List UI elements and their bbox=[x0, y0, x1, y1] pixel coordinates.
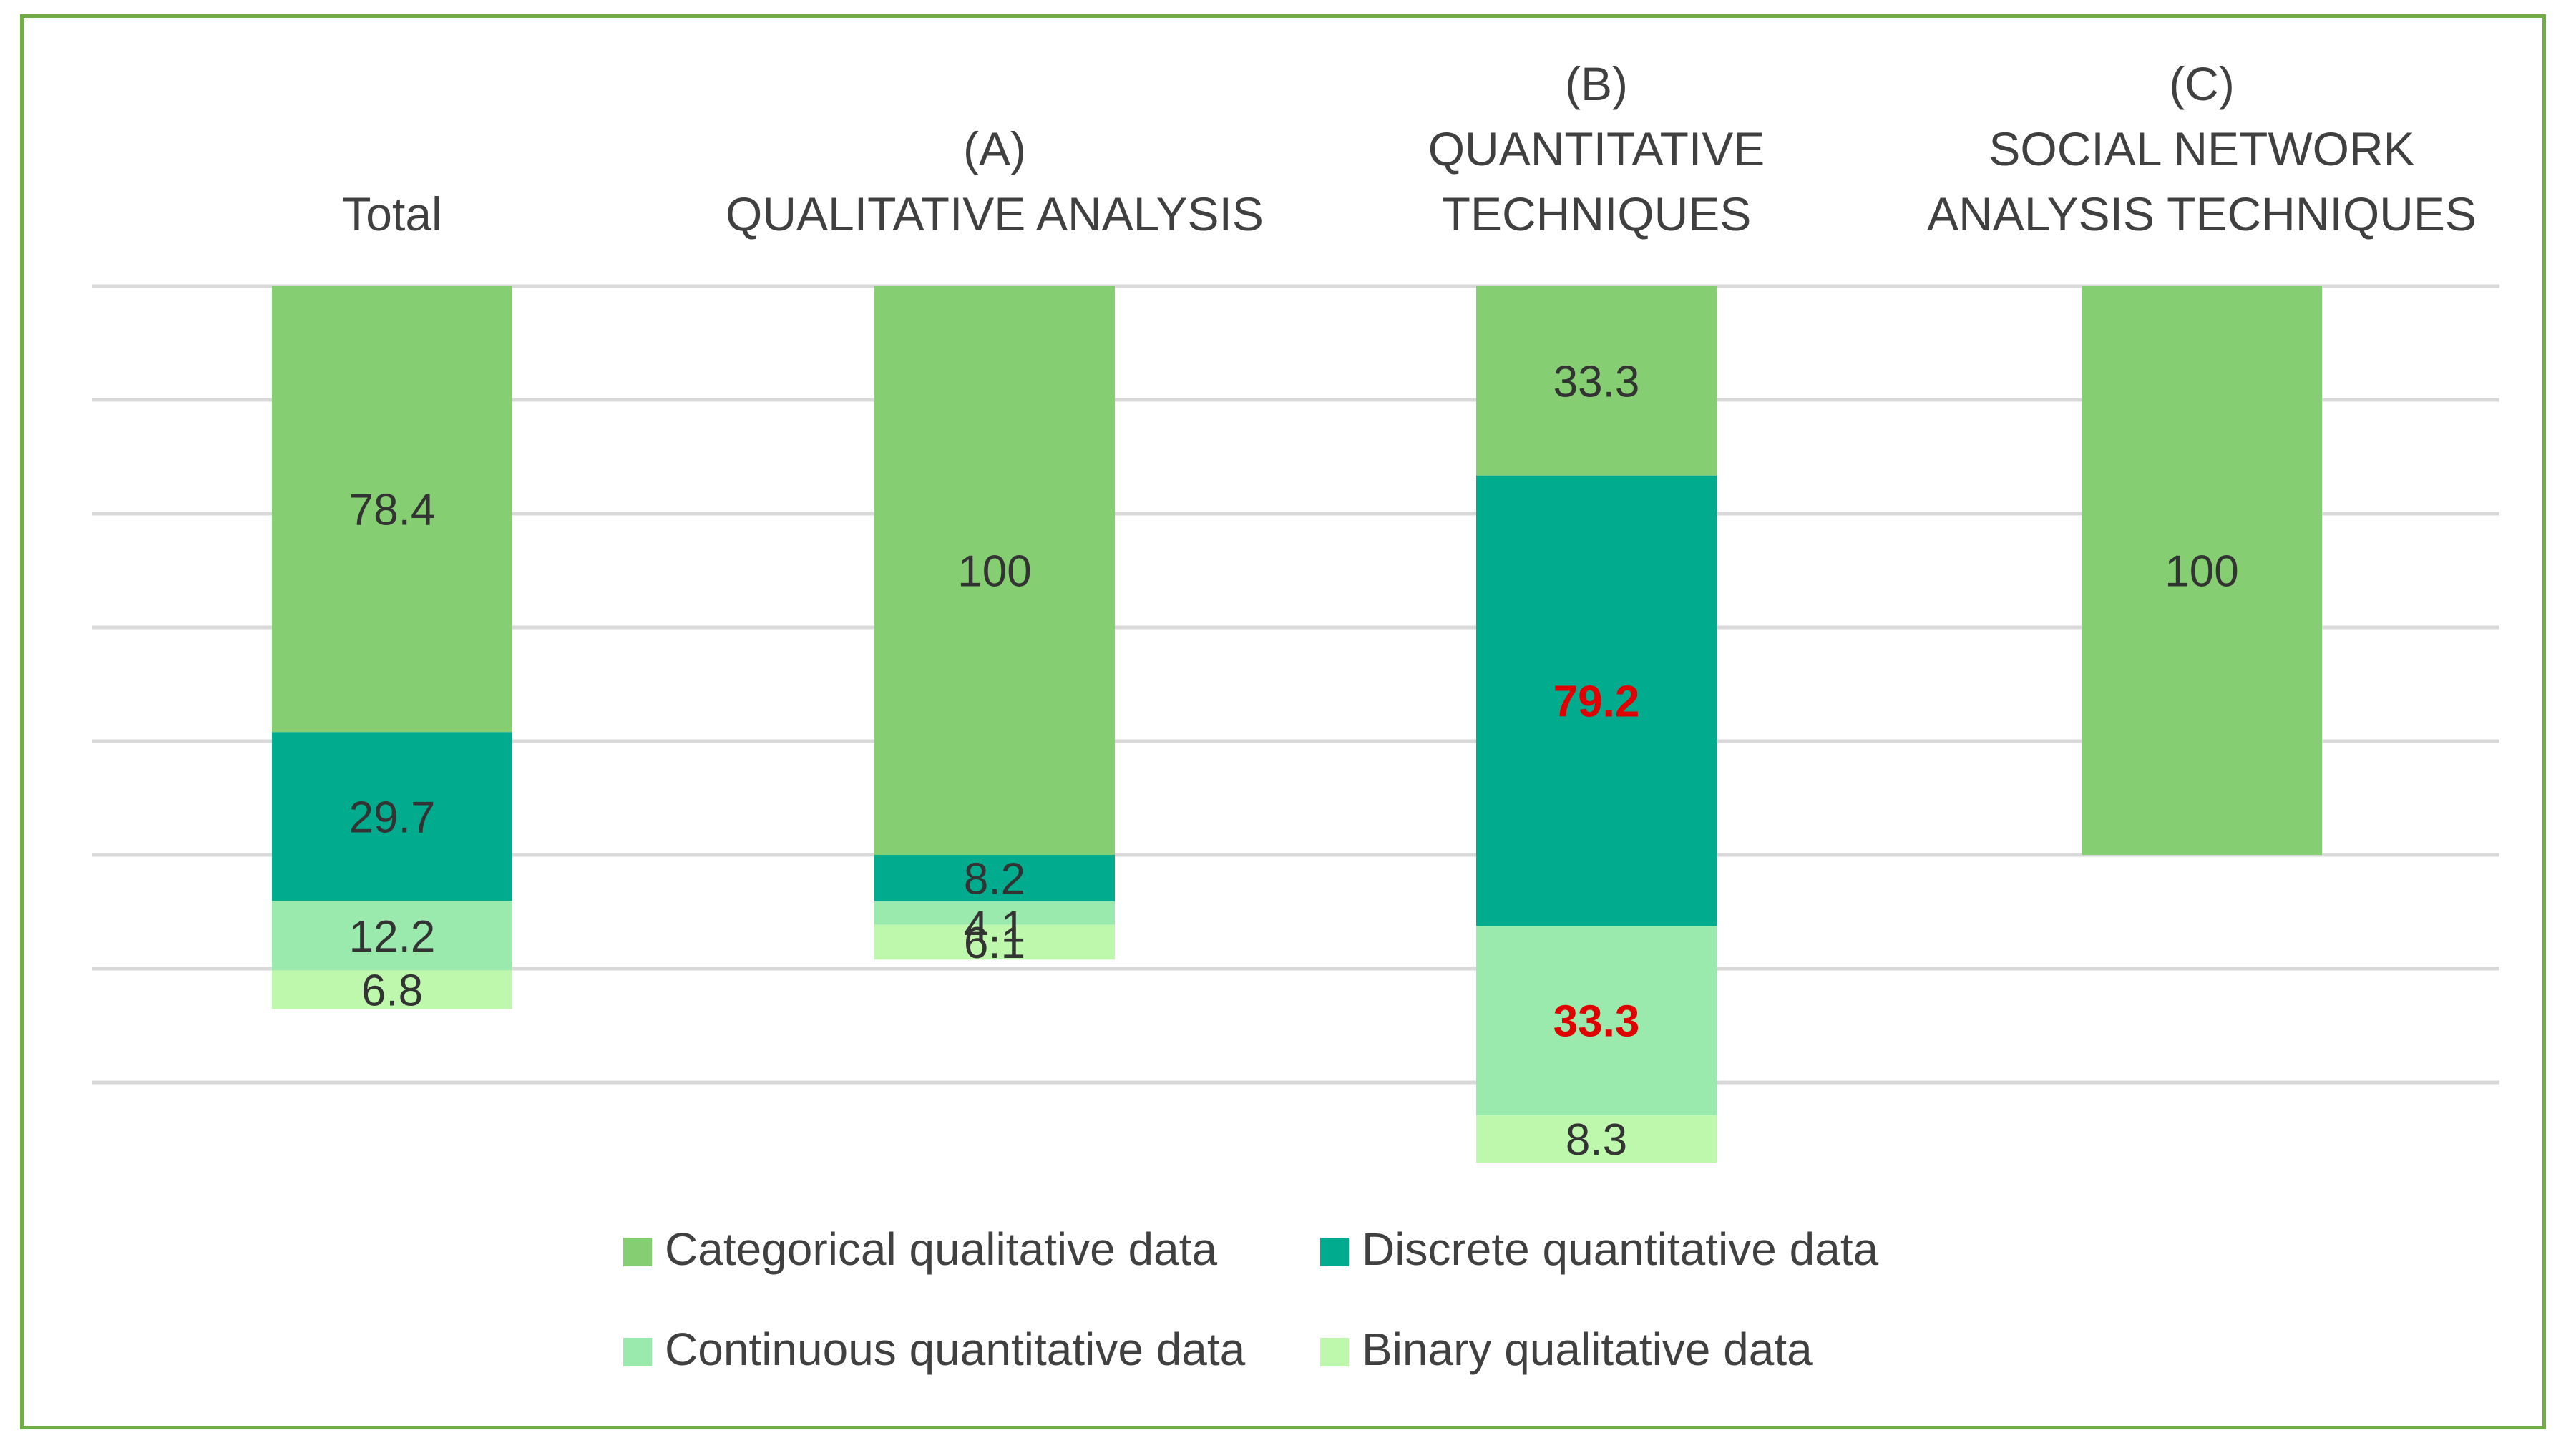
legend-label-binary-qualitative-data: Binary qualitative data bbox=[1362, 1324, 1813, 1375]
data-label-continuous-quantitative-data-2: 33.3 bbox=[1553, 997, 1640, 1047]
data-label-continuous-quantitative-data-0: 12.2 bbox=[349, 912, 436, 962]
bar-continuous-quantitative-data-0 bbox=[272, 901, 512, 971]
data-label-discrete-quantitative-data-0: 29.7 bbox=[349, 793, 436, 842]
bar-categorical-qualitative-data-2 bbox=[1476, 286, 1717, 476]
legend-swatch-categorical-qualitative-data bbox=[623, 1238, 652, 1266]
category-label-2-line-0: (B) bbox=[1565, 57, 1628, 110]
category-label-0-line-0: Total bbox=[342, 187, 441, 240]
data-label-continuous-quantitative-data-1: 4.1 bbox=[964, 902, 1025, 952]
bar-categorical-qualitative-data-0 bbox=[272, 286, 512, 733]
chart-frame: Total (A) QUALITATIVE ANALYSIS (B) QUANTITAT… bbox=[20, 14, 2546, 1429]
data-label-categorical-qualitative-data-3: 100 bbox=[2165, 547, 2238, 597]
bar-discrete-quantitative-data-2 bbox=[1476, 475, 1717, 926]
legend-swatch-discrete-quantitative-data bbox=[1320, 1238, 1349, 1266]
bar-binary-qualitative-data-0 bbox=[272, 970, 512, 1009]
bar-discrete-quantitative-data-0 bbox=[272, 732, 512, 901]
category-label-3-line-2: ANALYSIS TECHNIQUES bbox=[1927, 187, 2477, 240]
category-label-1-line-0: (A) bbox=[963, 122, 1026, 175]
bar-categorical-qualitative-data-3 bbox=[2082, 286, 2322, 855]
legend-swatch-binary-qualitative-data bbox=[1320, 1338, 1349, 1366]
category-label-1-line-1: QUALITATIVE ANALYSIS bbox=[726, 187, 1264, 240]
data-label-categorical-qualitative-data-2: 33.3 bbox=[1553, 357, 1640, 406]
data-label-discrete-quantitative-data-2: 79.2 bbox=[1553, 677, 1640, 727]
category-label-3-line-0: (C) bbox=[2169, 57, 2235, 110]
bar-binary-qualitative-data-1 bbox=[874, 924, 1115, 960]
category-labels: Total (A) QUALITATIVE ANALYSIS (B) QUANTITAT… bbox=[342, 57, 2477, 240]
legend-label-discrete-quantitative-data: Discrete quantitative data bbox=[1362, 1223, 1879, 1275]
data-label-categorical-qualitative-data-1: 100 bbox=[957, 547, 1031, 597]
category-label-2-line-1: QUANTITATIVE bbox=[1428, 122, 1765, 175]
legend-label-continuous-quantitative-data: Continuous quantitative data bbox=[665, 1324, 1246, 1375]
data-label-binary-qualitative-data-2: 8.3 bbox=[1566, 1115, 1627, 1165]
data-label-discrete-quantitative-data-1: 8.2 bbox=[964, 855, 1025, 904]
data-label-categorical-qualitative-data-0: 78.4 bbox=[349, 486, 436, 535]
data-labels: 78.4 100 33.3 100 29.7 8.2 79.2 12.2 4.1 33.3 6.8 6… bbox=[349, 357, 2239, 1165]
bar-categorical-qualitative-data-1 bbox=[874, 286, 1115, 855]
category-label-2-line-2: TECHNIQUES bbox=[1442, 187, 1752, 240]
data-label-binary-qualitative-data-1: 6.1 bbox=[964, 919, 1025, 968]
legend-label-categorical-qualitative-data: Categorical qualitative data bbox=[665, 1223, 1217, 1275]
bar-continuous-quantitative-data-1 bbox=[874, 901, 1115, 925]
legend-swatch-continuous-quantitative-data bbox=[623, 1338, 652, 1366]
data-label-binary-qualitative-data-0: 6.8 bbox=[361, 966, 423, 1015]
bar-discrete-quantitative-data-1 bbox=[874, 855, 1115, 902]
bars bbox=[272, 286, 2322, 1163]
bar-continuous-quantitative-data-2 bbox=[1476, 926, 1717, 1116]
stacked-bar-chart: Total (A) QUALITATIVE ANALYSIS (B) QUANTITAT… bbox=[92, 57, 2499, 1375]
bar-binary-qualitative-data-2 bbox=[1476, 1115, 1717, 1163]
legend: Categorical qualitative data Discrete qua… bbox=[623, 1223, 1879, 1375]
category-label-3-line-1: SOCIAL NETWORK bbox=[1989, 122, 2414, 175]
